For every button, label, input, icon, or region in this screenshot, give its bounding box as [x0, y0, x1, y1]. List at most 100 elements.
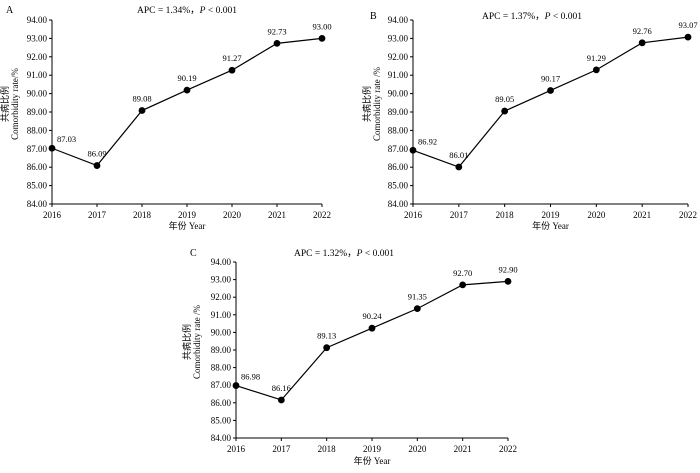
data-label: 89.13 — [317, 331, 336, 341]
y-tick-label: 92.00 — [211, 292, 232, 302]
data-label: 91.27 — [222, 53, 241, 63]
data-point — [504, 277, 512, 285]
x-tick-label: 2018 — [318, 444, 337, 454]
y-axis-title-en: Comorbidity rate /% — [372, 67, 382, 141]
y-tick-label: 93.00 — [211, 275, 232, 285]
chart-panel-c: 84.00 85.00 86.00 87.00 88.00 89.00 90.00 91.00… — [181, 248, 518, 466]
data-point — [409, 146, 417, 154]
x-tick-label: 2016 — [43, 210, 62, 220]
y-tick-label: 93.00 — [27, 33, 48, 43]
data-point — [684, 33, 692, 41]
x-axis-title: 年份 Year — [169, 220, 206, 231]
x-tick-label: 2022 — [313, 210, 331, 220]
chart-title: APC = 1.32%，P < 0.001 — [294, 249, 394, 259]
chart-title: APC = 1.37%，P < 0.001 — [482, 12, 582, 22]
x-tick-label: 2019 — [178, 210, 197, 220]
x-tick-label: 2020 — [223, 210, 242, 220]
data-label: 87.03 — [57, 134, 76, 144]
y-tick-label: 88.00 — [388, 125, 409, 135]
y-tick-label: 92.00 — [27, 52, 48, 62]
x-tick-label: 2020 — [587, 210, 606, 220]
x-tick-label: 2022 — [679, 210, 697, 220]
x-tick-label: 2017 — [450, 210, 469, 220]
data-label: 91.35 — [408, 292, 427, 302]
data-label: 92.70 — [453, 268, 472, 278]
panel-label: C — [190, 248, 197, 259]
y-tick-label: 85.00 — [27, 181, 48, 191]
y-tick-label: 88.00 — [27, 125, 48, 135]
data-label: 89.08 — [132, 94, 151, 104]
x-tick-label: 2017 — [88, 210, 107, 220]
y-tick-label: 94.00 — [388, 15, 409, 25]
data-label: 86.01 — [449, 150, 468, 160]
y-tick-label: 91.00 — [27, 70, 48, 80]
y-tick-label: 89.00 — [27, 107, 48, 117]
data-label: 86.16 — [272, 383, 291, 393]
x-tick-label: 2019 — [542, 210, 561, 220]
y-tick-label: 92.00 — [388, 52, 409, 62]
y-tick-label: 94.00 — [27, 15, 48, 25]
y-tick-label: 86.00 — [211, 398, 232, 408]
x-tick-label: 2019 — [363, 444, 382, 454]
panel-label: B — [370, 11, 377, 22]
data-point — [138, 107, 146, 114]
chart-panel-a: 84.00 85.00 86.00 87.00 88.00 89.00 90.00 91.00… — [0, 5, 332, 231]
y-tick-label: 86.00 — [27, 162, 48, 172]
x-tick-label: 2021 — [633, 210, 651, 220]
data-point — [273, 39, 281, 47]
data-label: 92.90 — [498, 264, 517, 274]
data-label: 90.19 — [177, 73, 196, 83]
y-tick-label: 89.00 — [388, 107, 409, 117]
y-tick-label: 87.00 — [27, 144, 48, 154]
data-label: 86.09 — [87, 149, 106, 159]
data-point — [413, 305, 421, 313]
data-label: 92.76 — [633, 26, 652, 36]
y-tick-label: 91.00 — [388, 70, 409, 80]
x-tick-label: 2022 — [499, 444, 517, 454]
x-tick-label: 2021 — [454, 444, 472, 454]
y-tick-label: 87.00 — [388, 144, 409, 154]
y-tick-label: 88.00 — [211, 363, 232, 373]
y-axis-title-cn: 共病比例 — [0, 86, 10, 122]
chart-panel-b: 84.00 85.00 86.00 87.00 88.00 89.00 90.00 91.00… — [361, 11, 698, 231]
y-axis-title-cn: 共病比例 — [361, 86, 372, 122]
y-tick-label: 90.00 — [27, 89, 48, 99]
chart-title: APC = 1.34%，P < 0.001 — [137, 6, 237, 16]
data-point — [323, 344, 331, 352]
data-label: 92.73 — [267, 26, 286, 36]
data-point — [547, 87, 554, 94]
data-label: 89.05 — [495, 94, 514, 104]
series-line — [51, 37, 323, 167]
data-point — [93, 162, 101, 169]
x-tick-label: 2017 — [272, 444, 291, 454]
y-tick-label: 91.00 — [211, 310, 232, 320]
data-label: 86.98 — [241, 372, 260, 382]
data-label: 90.17 — [541, 73, 560, 83]
x-tick-label: 2016 — [404, 210, 423, 220]
data-point — [228, 66, 236, 74]
panel-label: A — [6, 5, 14, 16]
data-label: 93.07 — [678, 20, 697, 30]
data-label: 86.92 — [418, 136, 437, 146]
y-tick-label: 84.00 — [211, 433, 232, 443]
x-axis-title: 年份 Year — [532, 220, 569, 231]
y-axis-title-en: Comorbidity rate /% — [192, 305, 202, 379]
y-tick-label: 93.00 — [388, 33, 409, 43]
y-axis-title-en: Comorbidity rate/% — [10, 68, 20, 140]
data-point — [318, 35, 326, 42]
data-point — [638, 39, 646, 47]
y-tick-label: 94.00 — [211, 257, 232, 267]
data-point — [455, 163, 463, 171]
data-label: 91.29 — [587, 53, 606, 63]
y-tick-label: 84.00 — [388, 199, 409, 209]
y-axis-title-cn: 共病比例 — [181, 324, 192, 360]
x-tick-label: 2018 — [133, 210, 152, 220]
y-tick-label: 90.00 — [388, 89, 409, 99]
data-point — [368, 324, 376, 332]
data-point — [501, 107, 509, 115]
data-point — [277, 396, 285, 404]
data-point — [183, 86, 191, 94]
y-tick-label: 90.00 — [211, 327, 232, 337]
y-tick-label: 86.00 — [388, 162, 409, 172]
